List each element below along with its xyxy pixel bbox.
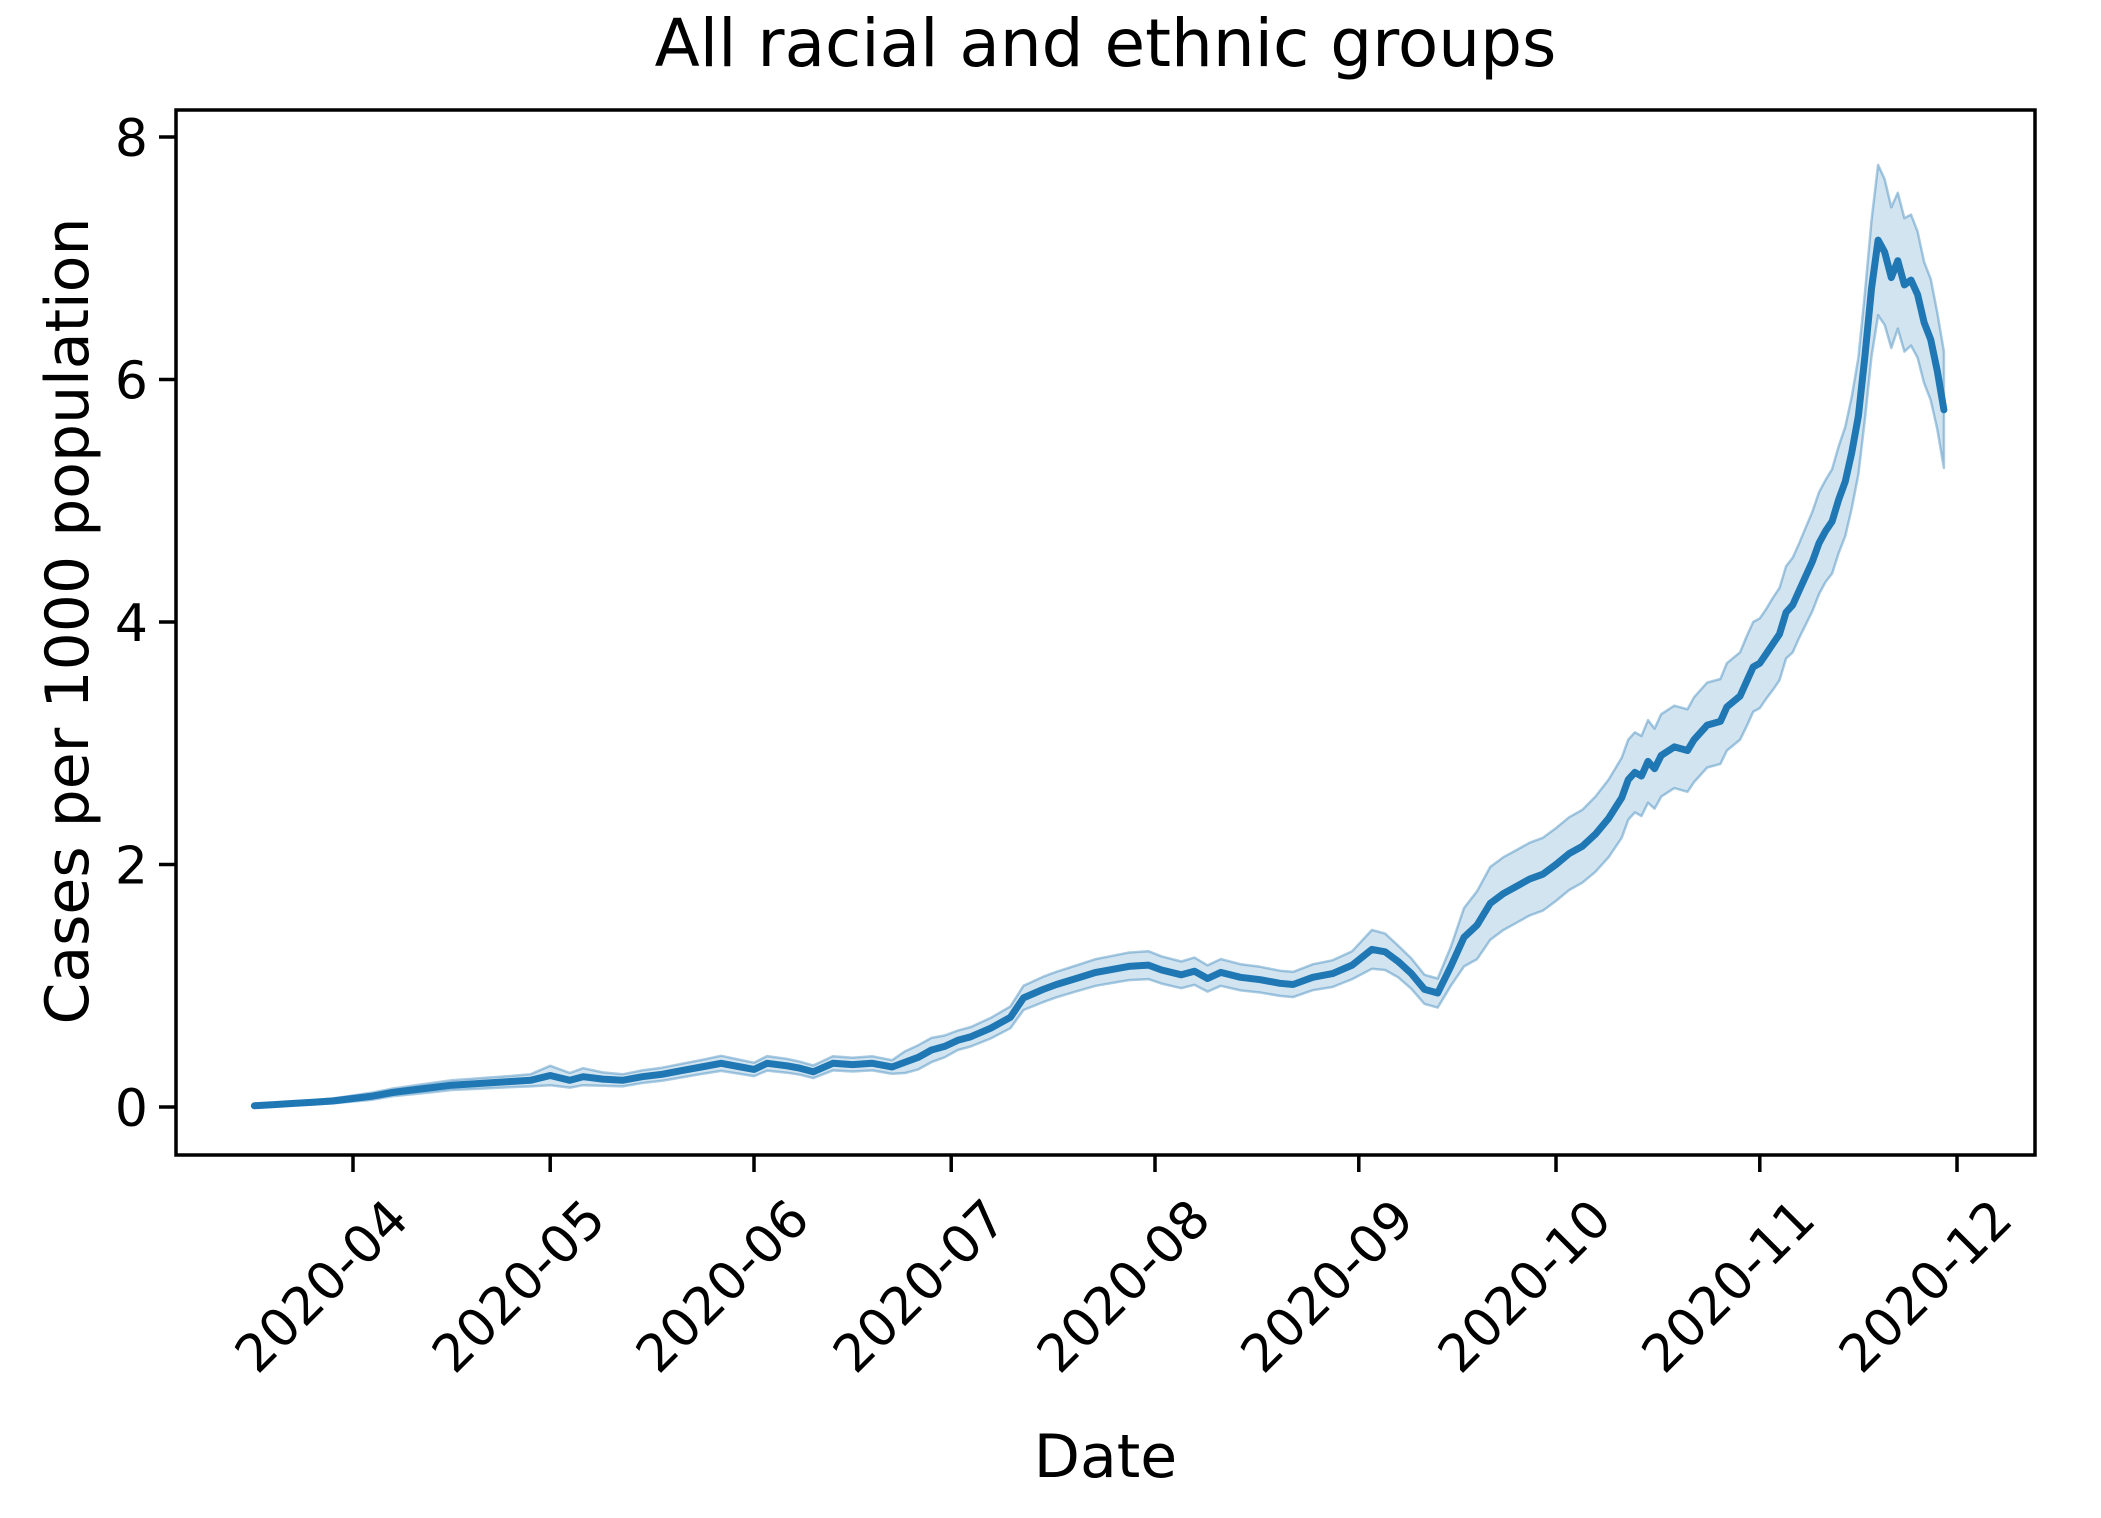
y-axis-label: Cases per 1000 population	[33, 217, 103, 1025]
chart-title: All racial and ethnic groups	[654, 5, 1557, 82]
x-tick-label-2020-09: 2020-09	[1230, 1189, 1426, 1385]
y-tick-label-4: 4	[115, 594, 148, 654]
x-tick-label-2020-06: 2020-06	[625, 1189, 821, 1385]
x-tick-label-2020-07: 2020-07	[822, 1189, 1018, 1385]
x-tick-label-2020-10: 2020-10	[1427, 1189, 1623, 1385]
x-tick-label-2020-12: 2020-12	[1828, 1189, 2024, 1385]
x-axis-label: Date	[1033, 1422, 1178, 1492]
y-tick-label-0: 0	[115, 1079, 148, 1139]
y-tick-label-2: 2	[115, 837, 148, 897]
x-tick-label-2020-08: 2020-08	[1026, 1189, 1222, 1385]
confidence-band	[253, 163, 1946, 1109]
axes-spines	[174, 108, 2037, 1157]
cases-line	[250, 236, 1948, 1110]
y-tick-label-8: 8	[115, 109, 148, 169]
y-tick-label-6: 6	[115, 352, 148, 412]
x-tick-label-2020-11: 2020-11	[1631, 1189, 1827, 1385]
x-tick-label-2020-04: 2020-04	[224, 1189, 420, 1385]
x-tick-label-2020-05: 2020-05	[421, 1189, 617, 1385]
